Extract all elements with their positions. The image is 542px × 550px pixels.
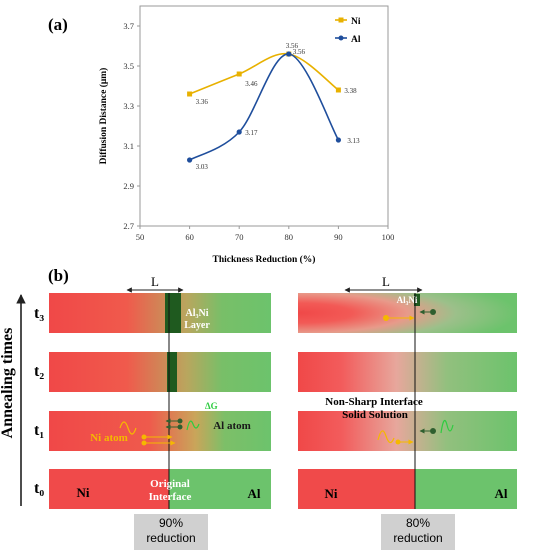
panel-a-label: (a) — [48, 15, 68, 34]
right-ni-label: Ni — [325, 486, 338, 501]
ni-energy-wave — [119, 421, 137, 435]
original-interface-line1: Original — [150, 478, 190, 490]
left-bar-t3 — [49, 293, 271, 333]
row-label-t3: t₃ — [34, 305, 44, 322]
x-tick-label: 50 — [136, 232, 145, 242]
al-atom-dot — [430, 428, 436, 434]
left-bar-t0-ni — [49, 469, 169, 509]
non-sharp-line1: Non-Sharp Interface — [325, 396, 423, 408]
right-bar-t0-ni — [298, 469, 415, 509]
ni-energy-wave — [377, 430, 395, 444]
left-bar-t1 — [49, 411, 271, 451]
al-energy-wave — [186, 420, 200, 431]
legend-marker-ni — [338, 17, 344, 23]
y-tick-label: 3.3 — [123, 101, 134, 111]
ni-atom-dot — [395, 439, 401, 445]
data-point-al — [187, 157, 193, 163]
left-layer-t3 — [165, 293, 181, 333]
annealing-axis-label: Annealing times — [0, 328, 16, 439]
right-bar-t0-al — [415, 469, 517, 509]
data-point-ni — [335, 87, 341, 93]
legend-label-al: Al — [351, 35, 361, 45]
left-layer-t2 — [167, 352, 177, 392]
data-label: 3.03 — [196, 163, 209, 171]
al-atom-dot — [177, 424, 183, 430]
y-axis-label: Diffusion Distance (μm) — [98, 68, 109, 165]
left-layer-label-line1: Al₃Ni — [186, 308, 209, 319]
ni-atom-dot — [141, 434, 147, 440]
left-bar-t2 — [49, 352, 271, 392]
left-t1-al-atoms — [165, 418, 200, 431]
ni-atom-dot — [141, 440, 147, 446]
left-t1-ni-atoms — [119, 421, 176, 446]
data-label: 3.17 — [245, 129, 258, 137]
right-diagram: L Al₃Ni Non-Sharp Interface Solid Soluti… — [298, 274, 517, 509]
left-reduction-value: 90% — [158, 516, 184, 530]
row-label-t1: t₁ — [34, 422, 44, 439]
original-interface-line2: Interface — [149, 491, 192, 503]
legend-marker-al — [338, 35, 344, 41]
x-tick-label: 100 — [382, 232, 395, 242]
right-layer-t3 — [414, 294, 420, 306]
al-atom-dot — [177, 418, 183, 424]
data-point-ni — [236, 71, 242, 77]
right-reduction-value: 80% — [405, 516, 431, 530]
data-point-ni — [187, 91, 193, 97]
left-L-label: L — [151, 274, 159, 289]
left-reduction-box: 90% reduction — [134, 514, 208, 550]
data-label: 3.13 — [347, 137, 360, 145]
right-reduction-box: 80% reduction — [381, 514, 455, 550]
data-label: 3.56 — [293, 48, 306, 56]
chart-a: 2.7 2.9 3.1 3.3 3.5 3.7 50 60 70 80 90 100 Diffusi… — [98, 5, 395, 265]
legend: Ni Al — [335, 17, 361, 45]
left-bar-t0-al — [169, 469, 271, 509]
right-bar-t2 — [298, 352, 517, 392]
al-atom-dot — [430, 309, 436, 315]
data-label: 3.38 — [344, 87, 357, 95]
data-point-al — [236, 129, 242, 135]
data-point-al — [335, 137, 341, 143]
plot-area — [139, 5, 389, 227]
ni-atom-dot — [383, 315, 389, 321]
right-reduction-word: reduction — [393, 531, 443, 545]
al-atom-label: Al atom — [213, 420, 251, 432]
y-tick-label: 3.1 — [123, 141, 134, 151]
left-al-label: Al — [248, 486, 261, 501]
right-L-label: L — [382, 274, 390, 289]
non-sharp-line2: Solid Solution — [342, 409, 408, 421]
data-label: 3.46 — [245, 80, 258, 88]
y-tick-label: 2.7 — [123, 221, 134, 231]
data-label: 3.36 — [196, 98, 209, 106]
x-tick-label: 70 — [235, 232, 244, 242]
x-tick-label: 80 — [285, 232, 294, 242]
left-layer-label-line2: Layer — [184, 320, 210, 331]
legend-label-ni: Ni — [351, 17, 361, 27]
y-tick-label: 3.5 — [123, 61, 134, 71]
left-diagram: L Al₃Ni Layer Ni atom ΔG Al atom Ni Al O… — [49, 274, 271, 509]
right-al-label: Al — [495, 486, 508, 501]
left-reduction-word: reduction — [146, 531, 196, 545]
panel-b-label: (b) — [48, 266, 69, 285]
right-layer-label: Al₃Ni — [397, 295, 418, 305]
right-bar-t1 — [298, 411, 517, 451]
series-line-al — [189, 53, 340, 161]
data-point-al — [286, 51, 292, 57]
series-line-ni — [189, 53, 339, 95]
y-tick-label: 3.7 — [123, 21, 134, 31]
x-axis-label: Thickness Reduction (%) — [213, 254, 316, 265]
al-energy-wave — [440, 419, 454, 434]
row-label-t0: t₀ — [34, 480, 44, 497]
x-tick-label: 90 — [334, 232, 343, 242]
y-tick-label: 2.9 — [123, 181, 134, 191]
right-bar-t3 — [298, 293, 517, 333]
delta-g-label: ΔG — [205, 401, 218, 411]
ni-atom-label: Ni atom — [90, 432, 128, 444]
x-tick-label: 60 — [185, 232, 194, 242]
row-label-t2: t₂ — [34, 363, 44, 380]
left-ni-label: Ni — [77, 485, 90, 500]
data-label: 3.56 — [286, 42, 299, 50]
